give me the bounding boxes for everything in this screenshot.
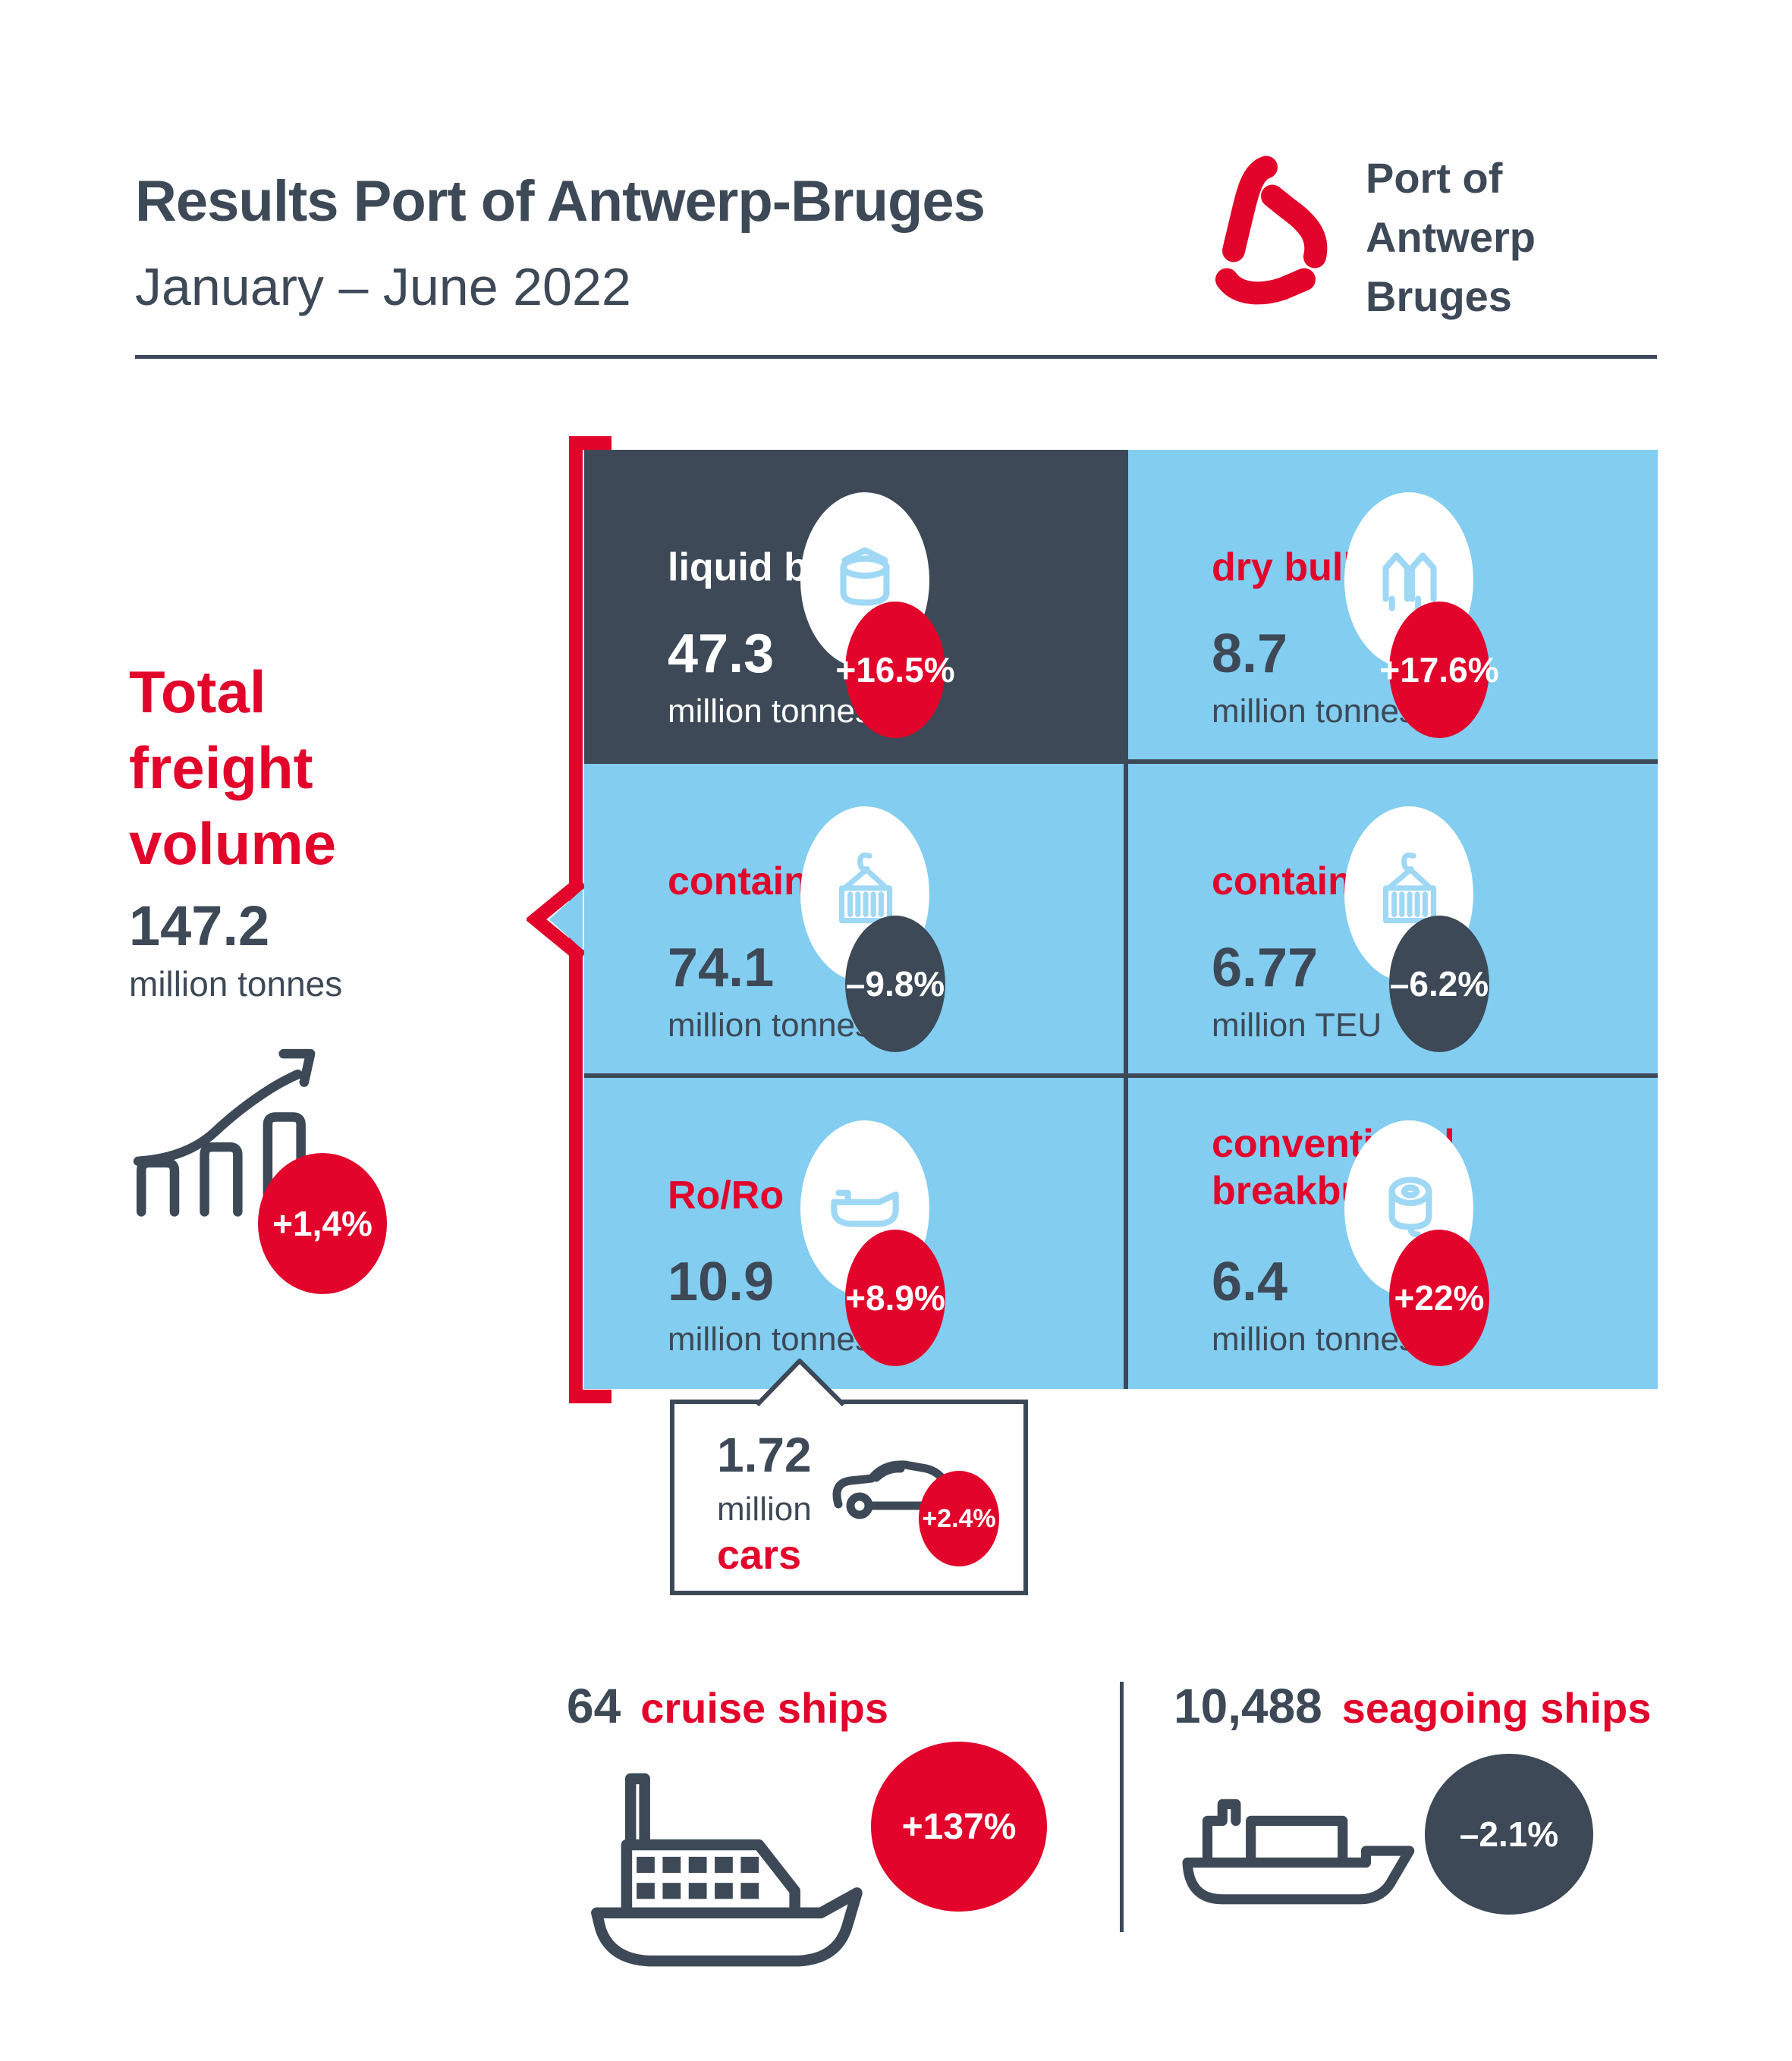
roro-ship-icon <box>831 1189 899 1227</box>
cell-conventional-breakbulk: conventional breakbulk 6.4 million tonne… <box>1128 1078 1658 1389</box>
total-heading-line: Total <box>129 658 266 725</box>
cargo-ship-icon <box>1182 1799 1415 1905</box>
cars-callout: 1.72 million cars +2.4% <box>670 1400 1028 1595</box>
seagoing-ships-heading: 10,488 seagoing ships <box>1174 1678 1651 1734</box>
change-badge: +22% <box>1389 1230 1489 1366</box>
total-change-badge: +1,4% <box>258 1153 387 1294</box>
storage-tank-icon <box>840 547 890 606</box>
container-crane-icon <box>838 852 893 924</box>
total-unit: million tonnes <box>129 964 343 1004</box>
category-value: 8.7 <box>1212 624 1288 684</box>
container-crane-icon <box>1382 852 1437 924</box>
cars-value: 1.72 <box>717 1428 812 1482</box>
category-unit: million tonnes <box>1212 693 1416 730</box>
category-value: 74.1 <box>668 938 775 998</box>
total-value: 147.2 <box>129 894 270 957</box>
growth-chart-icon <box>133 1048 316 1217</box>
category-unit: million tonnes <box>1212 1321 1416 1358</box>
logo-line: Port of <box>1366 154 1503 202</box>
cruise-ships-label: cruise ships <box>640 1684 888 1732</box>
category-value: 6.4 <box>1212 1252 1288 1312</box>
freight-grid: liquid bulk 47.3 million tonnes +16.5% d… <box>584 450 1658 1389</box>
page-subtitle: January – June 2022 <box>135 257 631 316</box>
cell-roro: Ro/Ro 10.9 million tonnes +8.9% <box>584 1078 1128 1389</box>
category-label: Ro/Ro <box>668 1173 784 1217</box>
silos-icon <box>1382 552 1437 614</box>
category-unit: million tonnes <box>668 1007 872 1044</box>
seagoing-ships-label: seagoing ships <box>1341 1684 1652 1732</box>
cruise-ships-count: 64 <box>567 1679 621 1733</box>
category-unit: million tonnes <box>668 1321 872 1358</box>
change-badge: +16.5% <box>835 602 955 738</box>
category-label: dry bulk <box>1212 545 1366 589</box>
cars-label: cars <box>717 1532 802 1578</box>
total-heading-line: freight <box>129 734 313 801</box>
total-bracket-icon <box>527 436 611 1403</box>
change-badge: –9.8% <box>845 916 945 1052</box>
cell-containers-teu: containers 6.77 million TEU –6.2% <box>1128 764 1658 1078</box>
logo-line: Antwerp <box>1366 213 1536 261</box>
port-logo-icon <box>1215 156 1328 305</box>
category-value: 47.3 <box>668 624 775 684</box>
port-logo-wordmark: Port of Antwerp Bruges <box>1366 149 1536 326</box>
category-unit: million tonnes <box>668 693 872 730</box>
category-unit: million TEU <box>1212 1007 1382 1044</box>
cell-liquid-bulk: liquid bulk 47.3 million tonnes +16.5% <box>584 450 1128 764</box>
cell-containers-tonnes: containers 74.1 million tonnes –9.8% <box>584 764 1128 1078</box>
cell-dry-bulk: dry bulk 8.7 million tonnes +17.6% <box>1128 450 1658 764</box>
page-title: Results Port of Antwerp-Bruges <box>135 169 986 234</box>
cars-change-badge: +2.4% <box>919 1471 999 1566</box>
seagoing-ships-change-badge: –2.1% <box>1425 1754 1593 1915</box>
seagoing-ships-count: 10,488 <box>1174 1679 1322 1733</box>
cars-unit: million <box>717 1491 812 1528</box>
change-badge: –6.2% <box>1389 916 1489 1052</box>
total-heading: Total freight volume <box>129 654 336 881</box>
cruise-ship-icon <box>591 1773 863 1967</box>
total-heading-line: volume <box>129 810 337 877</box>
logo-line: Bruges <box>1366 272 1512 320</box>
cars-callout-notch <box>755 1359 846 1407</box>
header-divider <box>135 355 1657 359</box>
ships-divider <box>1120 1682 1124 1932</box>
cruise-ships-change-badge: +137% <box>871 1742 1047 1912</box>
steel-coil-icon <box>1388 1177 1432 1238</box>
category-value: 6.77 <box>1212 938 1319 998</box>
category-value: 10.9 <box>668 1252 775 1312</box>
change-badge: +17.6% <box>1379 602 1499 738</box>
change-badge: +8.9% <box>845 1230 945 1366</box>
cruise-ships-heading: 64 cruise ships <box>567 1678 888 1734</box>
